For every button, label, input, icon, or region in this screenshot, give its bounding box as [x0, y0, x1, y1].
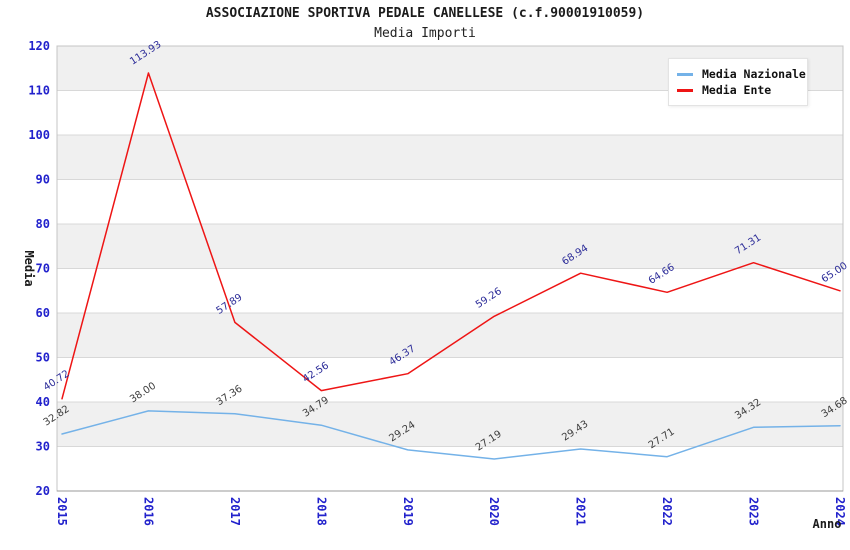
- background-band: [57, 224, 843, 269]
- background-band: [57, 313, 843, 358]
- y-tick-label: 50: [36, 351, 50, 365]
- x-tick-label: 2024: [833, 497, 847, 526]
- chart-subtitle: Media Importi: [374, 26, 476, 41]
- background-band: [57, 135, 843, 180]
- data-label: 42.56: [301, 360, 331, 385]
- x-tick-label: 2020: [487, 497, 501, 526]
- x-tick-label: 2019: [401, 497, 415, 526]
- y-axis-title: Media: [22, 250, 36, 286]
- y-tick-label: 80: [36, 217, 50, 231]
- y-tick-label: 40: [36, 395, 50, 409]
- y-tick-label: 70: [36, 262, 50, 276]
- chart-title: ASSOCIAZIONE SPORTIVA PEDALE CANELLESE (…: [205, 6, 645, 21]
- x-tick-label: 2018: [314, 497, 328, 526]
- legend-label-nazionale: Media Nazionale: [702, 67, 806, 81]
- legend-marker-ente-icon: [677, 88, 693, 92]
- y-tick-label: 120: [28, 39, 50, 53]
- x-tick-label: 2017: [228, 497, 242, 526]
- x-tick-label: 2016: [141, 497, 155, 526]
- y-tick-label: 60: [36, 306, 50, 320]
- data-label: 59.26: [474, 286, 504, 311]
- x-tick-label: 2022: [660, 497, 674, 526]
- legend-item-media-nazionale[interactable]: Media Nazionale: [677, 66, 806, 82]
- background-band: [57, 402, 843, 447]
- y-tick-label: 100: [28, 128, 50, 142]
- series-line-media-nazionale: [61, 410, 841, 460]
- y-tick-label: 90: [36, 173, 50, 187]
- legend-marker-nazionale-icon: [677, 72, 693, 76]
- series-line-media-ente: [61, 72, 841, 400]
- legend-item-media-ente[interactable]: Media Ente: [677, 82, 799, 98]
- x-axis-title: Anno: [813, 517, 842, 531]
- x-tick-label: 2023: [747, 497, 761, 526]
- y-tick-label: 20: [36, 484, 50, 498]
- y-tick-label: 110: [28, 84, 50, 98]
- legend-label-ente: Media Ente: [702, 83, 772, 97]
- y-tick-label: 30: [36, 440, 50, 454]
- legend: Media Nazionale Media Ente: [668, 58, 808, 106]
- x-tick-label: 2015: [55, 497, 69, 526]
- x-tick-label: 2021: [574, 497, 588, 526]
